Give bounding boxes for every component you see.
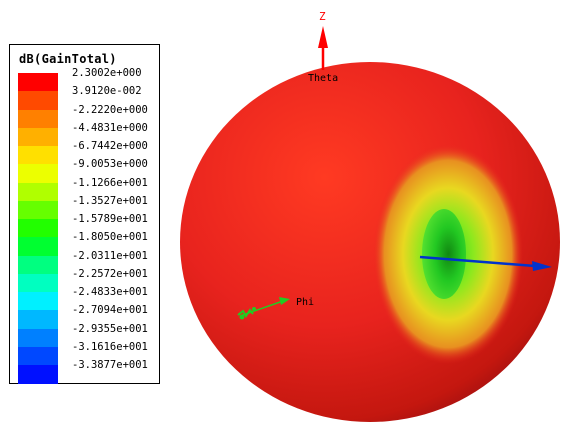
legend-swatch (18, 109, 58, 129)
z-axis: Z (318, 10, 328, 70)
legend-label: -2.9355e+001 (72, 322, 148, 335)
legend-swatch (18, 255, 58, 275)
legend-label: 2.3002e+000 (72, 67, 142, 79)
legend-label: -2.0311e+001 (72, 249, 148, 262)
legend-title: dB(GainTotal) (19, 52, 117, 66)
legend-label: -2.2220e+000 (72, 103, 148, 116)
legend-label: -2.7094e+001 (72, 304, 148, 317)
legend-label: -1.5789e+001 (72, 213, 148, 225)
legend-label: -3.3877e+001 (72, 359, 148, 371)
legend-label: -9.0053e+000 (72, 158, 148, 171)
legend-label: -6.7442e+000 (72, 140, 148, 152)
legend-label: -1.1266e+001 (72, 176, 148, 189)
legend-label: -4.4831e+000 (72, 121, 148, 134)
legend-label: -2.4833e+001 (72, 286, 148, 298)
legend-label: -3.1616e+001 (72, 340, 148, 353)
legend-swatch (18, 146, 58, 165)
legend-swatch (18, 273, 58, 293)
legend-label: -2.2572e+001 (72, 267, 148, 280)
color-legend: dB(GainTotal) 2.3002e+000 3.9120e-002 -2.2… (9, 44, 160, 384)
pattern-null-hole (422, 209, 466, 299)
z-axis-label: Z (319, 10, 326, 23)
legend-swatch (18, 292, 58, 311)
legend-swatch (18, 328, 58, 348)
legend-label: 3.9120e-002 (72, 85, 142, 98)
legend-swatch (18, 310, 58, 330)
legend-label: -1.8050e+001 (72, 231, 148, 244)
phi-axis-marker (237, 297, 290, 320)
legend-swatch (18, 219, 58, 238)
legend-swatch (18, 127, 58, 147)
legend-swatch (18, 91, 58, 111)
legend-swatch (18, 182, 58, 202)
legend-swatch (18, 237, 58, 257)
legend-swatch (18, 164, 58, 184)
legend-swatch (18, 346, 58, 366)
legend-label: -1.3527e+001 (72, 194, 148, 207)
phi-label: Phi (296, 297, 314, 308)
legend-swatch (18, 200, 58, 220)
theta-label: Theta (308, 73, 338, 84)
legend-swatch (18, 365, 58, 384)
x-axis (419, 255, 552, 271)
legend-swatch (18, 73, 58, 92)
